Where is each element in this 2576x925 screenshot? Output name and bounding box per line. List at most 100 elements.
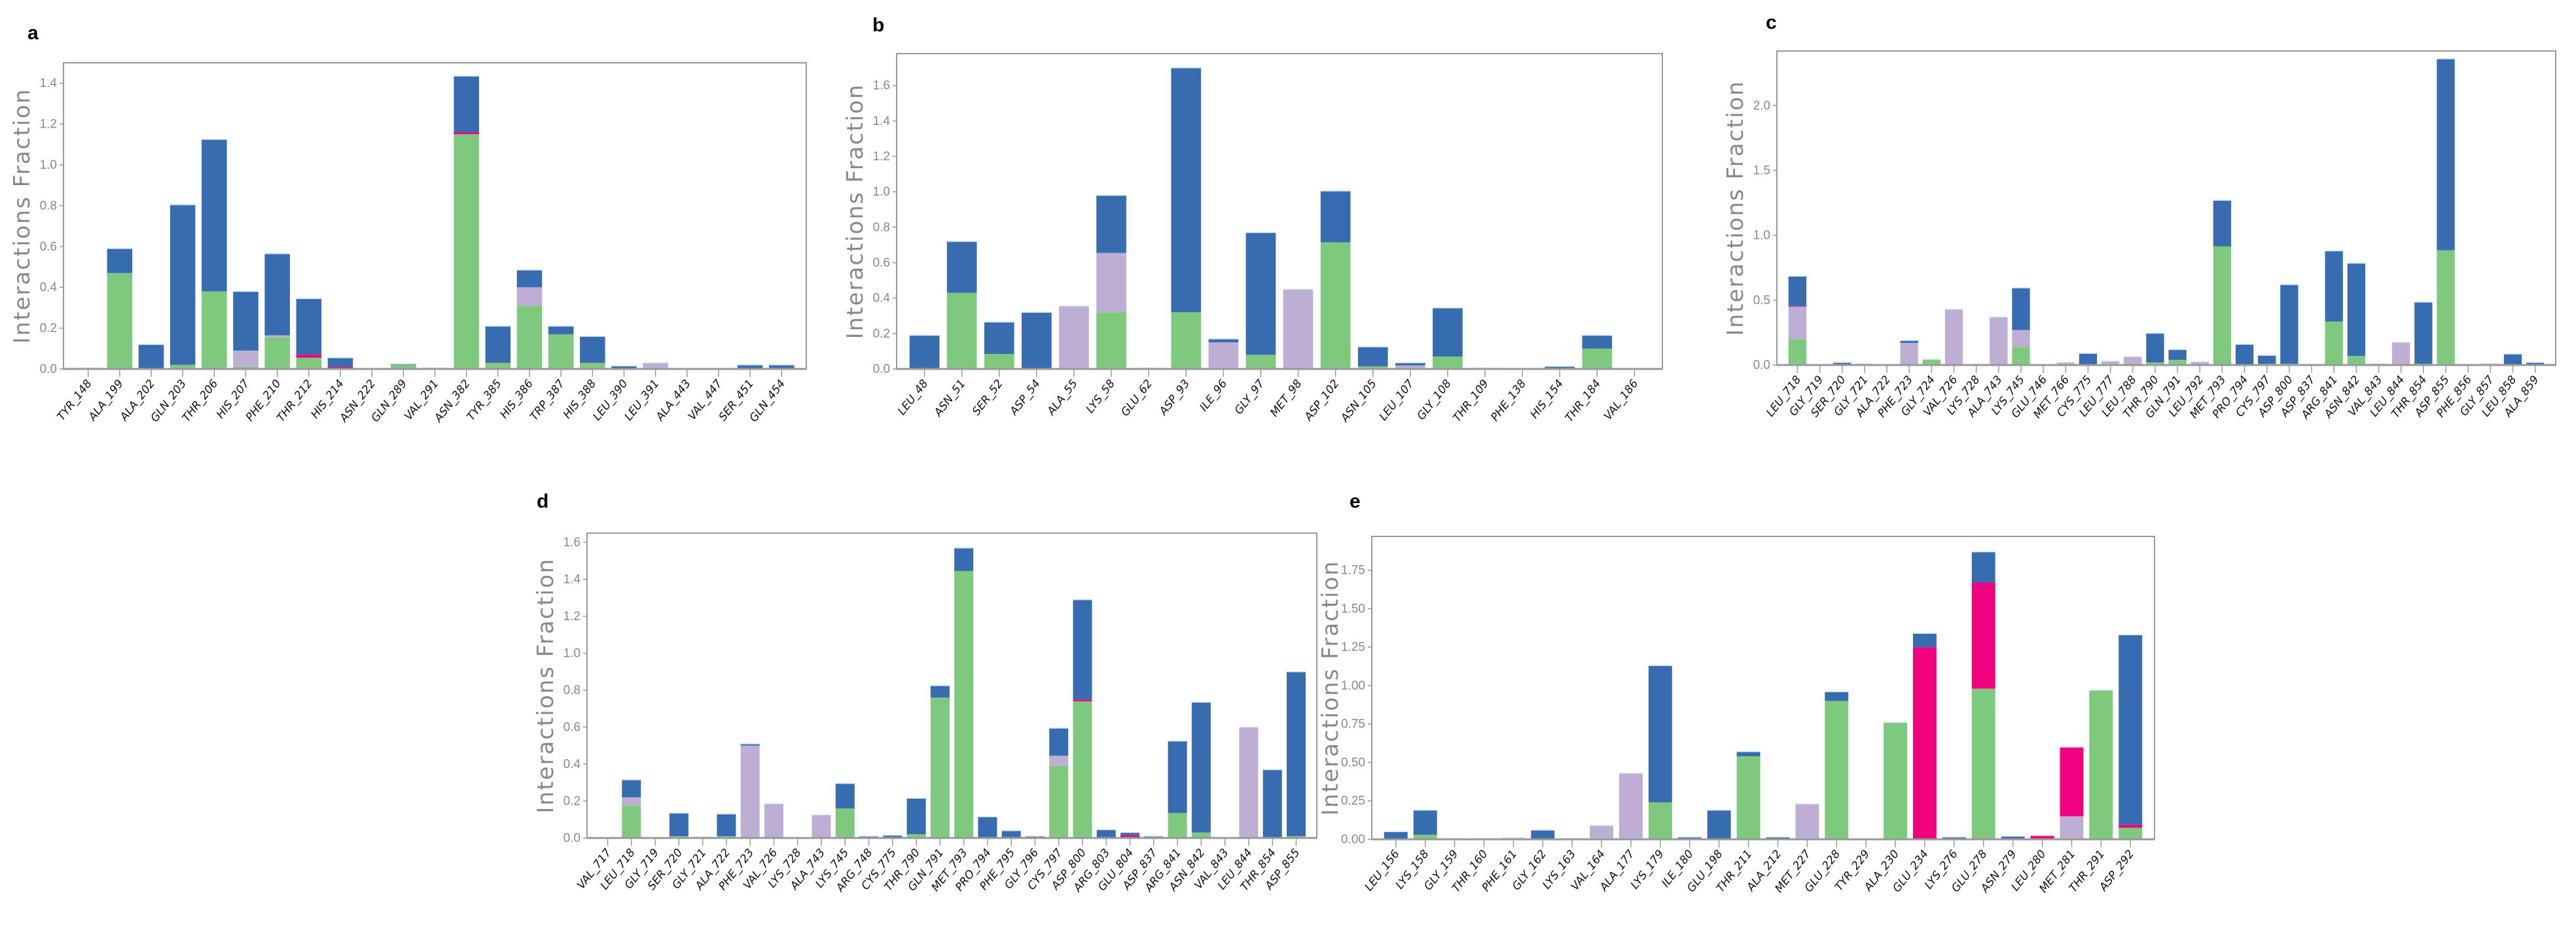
bar-segment-blue <box>2146 333 2164 363</box>
bar-segment-green <box>2119 828 2143 839</box>
bar-segment-blue <box>930 686 950 698</box>
bar-segment-blue <box>1677 837 1702 839</box>
x-tick-label: ASN_51 <box>931 377 969 420</box>
bar-segment-lavender <box>1900 343 1918 365</box>
y-tick-label: 0.0 <box>1753 358 1770 372</box>
bar-segment-blue <box>1582 335 1613 349</box>
bar-segment-green <box>1168 812 1187 838</box>
x-tick-label: THR_109 <box>1450 377 1492 425</box>
bar-segment-green <box>1648 802 1672 839</box>
bar-segment-blue <box>233 291 259 351</box>
x-tick-label: ASP_54 <box>1007 377 1043 419</box>
x-tick-label: ASN_105 <box>1338 377 1379 425</box>
bar-segment-lavender <box>2012 330 2030 347</box>
bar-segment-blue <box>202 139 227 292</box>
y-axis-label: Interactions Fraction <box>842 84 868 340</box>
bar-segment-green <box>1433 357 1463 369</box>
bar-segment-lavender <box>1208 342 1239 369</box>
bar-segment-magenta <box>1971 582 1995 689</box>
x-tick-label: GLU_62 <box>1118 377 1155 419</box>
y-tick-label: 1.2 <box>564 610 581 623</box>
bar-segment-blue <box>1168 741 1187 813</box>
bar-segment-blue <box>1825 691 1849 701</box>
bar-segment-green <box>1320 242 1351 369</box>
bar-segment-blue <box>107 248 133 273</box>
bar-segment-blue <box>2213 200 2232 247</box>
bar-segment-blue <box>1096 829 1116 838</box>
bar-segment-blue <box>1120 832 1140 835</box>
bar-segment-blue <box>2437 58 2455 251</box>
bar-segment-lavender <box>643 362 668 369</box>
bar-segment-lavender <box>622 797 641 806</box>
bar-segment-blue <box>2258 355 2276 364</box>
bar-segment-green <box>2089 690 2113 839</box>
bar-segment-lavender <box>2056 362 2075 365</box>
bar-segment-blue <box>2347 263 2366 357</box>
bar-segment-green <box>516 305 543 369</box>
bar-segment-blue <box>1320 190 1351 243</box>
bar-segment-blue <box>1545 366 1575 369</box>
y-tick-label: 1.2 <box>40 118 57 131</box>
x-tick-label: MET_98 <box>1268 377 1304 419</box>
bar-segment-green <box>1413 834 1437 839</box>
bar-segment-blue <box>2414 302 2433 364</box>
bar-segment-blue <box>1531 829 1555 839</box>
bar-segment-green <box>2437 250 2455 365</box>
bar-segment-blue <box>1912 633 1937 648</box>
bar-segment-blue <box>327 357 353 367</box>
y-axis-label: Interactions Fraction <box>9 88 35 344</box>
panel-e: e 0.00 0.25 0.50 0.75 1.00 1.25 1.50 1.75Interac… <box>1317 491 2155 896</box>
bar-segment-blue <box>1788 276 1807 306</box>
x-tick-label: SER_52 <box>970 377 1006 418</box>
bar-segment-lavender <box>2060 816 2084 839</box>
bar-segment-blue <box>1096 195 1126 253</box>
bar-segment-blue <box>717 814 736 837</box>
bar-segment-blue <box>1022 312 1052 369</box>
y-axis-label: Interactions Fraction <box>1723 80 1749 336</box>
x-tick-label: GLY_97 <box>1232 377 1268 417</box>
bar-segment-blue <box>1191 702 1211 833</box>
bar-segment-lavender <box>2124 357 2142 365</box>
bar-segment-green <box>622 805 641 838</box>
y-tick-label: 1.4 <box>873 114 891 128</box>
bar-segment-blue <box>946 241 977 293</box>
y-tick-label: 0.5 <box>1753 294 1770 307</box>
bar-segment-lavender <box>1795 803 1819 839</box>
bar-segment-blue <box>170 204 196 365</box>
y-tick-label: 0.0 <box>564 831 581 845</box>
bar-segment-lavender <box>812 814 831 838</box>
bar-segment-blue <box>138 344 164 369</box>
bar-segment-green <box>906 834 926 838</box>
bar-segment-lavender <box>2101 361 2120 365</box>
y-tick-label: 1.0 <box>1753 229 1770 243</box>
bar-segment-green <box>2347 356 2366 365</box>
y-tick-label: 0.2 <box>873 327 890 341</box>
bar-segment-green <box>391 364 416 369</box>
bar-segment-blue <box>2526 362 2545 365</box>
bar-segment-green <box>984 353 1014 369</box>
panel-d: d 0.0 0.2 0.4 0.6 0.8 1.0 1.2 1.4 1.6 Interactions… <box>533 491 1317 895</box>
bar-segment-green <box>202 291 227 369</box>
bar-segment-blue <box>1245 232 1276 355</box>
bar-segment-blue <box>1073 599 1092 700</box>
plot-frame <box>1371 536 2155 840</box>
bar-segment-blue <box>1648 665 1672 803</box>
bar-segment-blue <box>1001 830 1021 838</box>
bar-segment-blue <box>1900 340 1918 343</box>
bar-segment-blue <box>2503 354 2522 365</box>
x-tick-label: HIS_154 <box>1528 377 1567 421</box>
bar-segment-lavender <box>1788 306 1807 340</box>
bar-segment-blue <box>264 253 290 336</box>
bar-segment-blue <box>1433 307 1463 357</box>
bar-segment-green <box>548 334 574 369</box>
bar-segment-green <box>580 362 605 369</box>
x-tick-label: ILE_96 <box>1197 377 1230 414</box>
panel-label: e <box>1350 491 1361 512</box>
y-tick-label: 1.25 <box>1341 640 1365 654</box>
y-tick-label: 0.2 <box>564 795 581 809</box>
bar-segment-blue <box>1286 671 1306 837</box>
x-tick-label: GLY_108 <box>1415 377 1454 423</box>
bar-segment-blue <box>1384 831 1408 839</box>
bar-segment-blue <box>2168 349 2187 360</box>
